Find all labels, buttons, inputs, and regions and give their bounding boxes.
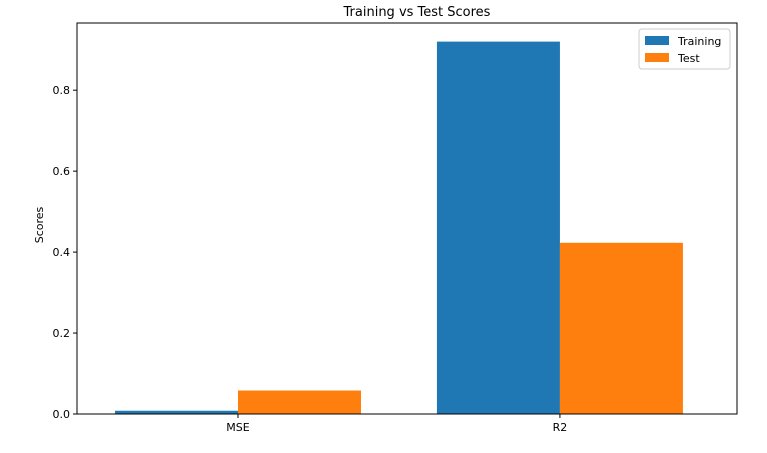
legend-swatch-training — [645, 36, 669, 45]
legend: Training Test — [638, 28, 731, 70]
x-tick-label: MSE — [226, 421, 249, 434]
bar-test-mse — [237, 390, 361, 414]
bar-training-mse — [114, 410, 238, 414]
x-tick-label: R2 — [553, 421, 568, 434]
chart-title: Training vs Test Scores — [343, 5, 491, 20]
y-tick-label: 0.8 — [53, 84, 71, 97]
legend-label-test: Test — [677, 52, 700, 65]
bar-test-r2 — [559, 242, 683, 414]
legend-swatch-test — [645, 53, 669, 62]
y-axis-label: Scores — [33, 206, 46, 243]
y-tick-label: 0.2 — [53, 327, 71, 340]
bar-training-r2 — [436, 41, 560, 415]
y-tick-label: 0.6 — [53, 165, 71, 178]
plot-area: 0.0 0.2 0.4 0.6 0.8 MSE R2 — [53, 22, 738, 434]
y-tick-label: 0.0 — [53, 408, 71, 421]
legend-label-training: Training — [677, 35, 721, 48]
y-tick-label: 0.4 — [53, 246, 71, 259]
plot-frame — [76, 22, 738, 415]
